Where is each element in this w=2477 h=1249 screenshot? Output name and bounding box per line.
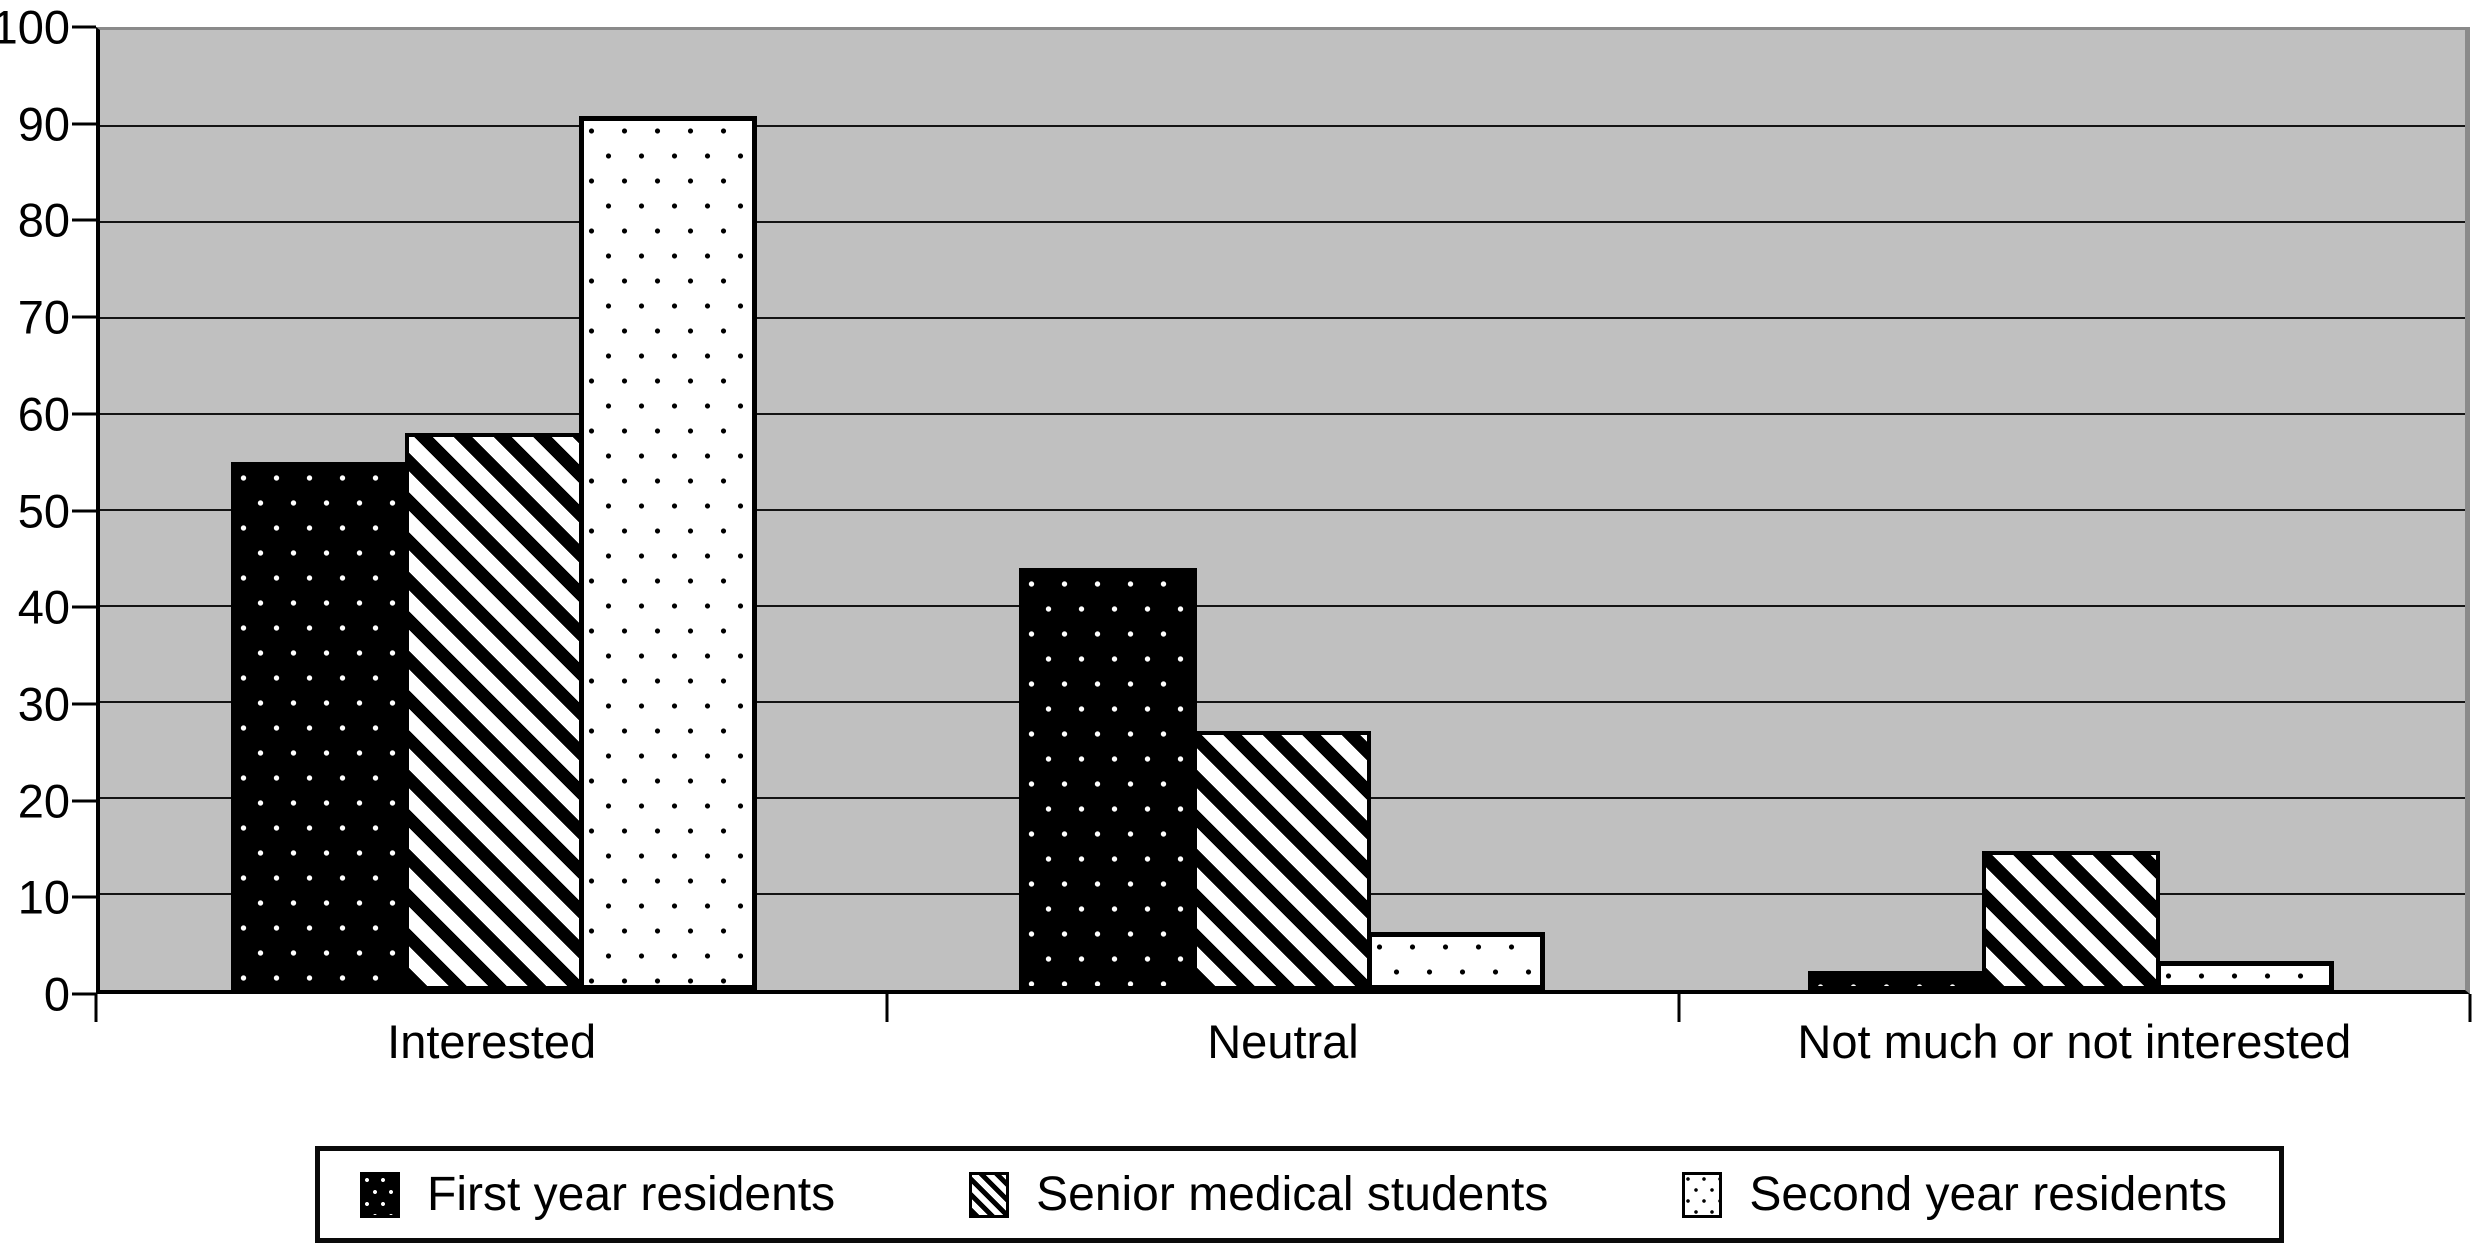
- gridline: [100, 413, 2465, 415]
- bar: [2155, 961, 2334, 990]
- bar-cluster: [1019, 30, 1546, 990]
- legend-swatch-black-with-white-dots: [360, 1171, 400, 1218]
- y-axis-tick-label: 20: [17, 774, 70, 828]
- bar: [1807, 970, 1986, 990]
- y-axis-tick-mark: [72, 25, 96, 29]
- y-axis-tick-mark: [72, 605, 96, 609]
- y-axis-tick-marks: [72, 25, 96, 996]
- y-axis-tick-label: 70: [17, 290, 70, 344]
- plot-area: [96, 27, 2470, 994]
- category-label: Interested: [387, 1015, 597, 1068]
- y-axis-tick-mark: [72, 315, 96, 319]
- bar-group: [888, 30, 1676, 990]
- legend-swatch-white-with-black-dots: [1682, 1171, 1723, 1218]
- gridline: [100, 125, 2465, 127]
- legend-item: Senior medical students: [969, 1167, 1549, 1221]
- y-axis-labels: 0 10 20 30 40 50 60 70 80 90 100: [0, 4, 70, 1018]
- legend-label: First year residents: [427, 1167, 836, 1221]
- y-axis-tick-label: 100: [0, 0, 70, 54]
- y-axis-tick-label: 40: [17, 580, 70, 634]
- y-axis-tick-label: 10: [17, 870, 70, 924]
- bar: [1019, 567, 1198, 990]
- x-axis-category-labels: Interested Neutral Not much or not interes…: [96, 1014, 2470, 1070]
- x-axis-tick-marks: [94, 994, 2472, 1024]
- legend-item: First year residents: [360, 1167, 836, 1221]
- y-axis-tick-mark: [72, 702, 96, 706]
- x-axis-tick-mark: [94, 994, 98, 1022]
- legend-swatch-black-diagonal-stripes-on-white: [969, 1171, 1010, 1218]
- gridline: [100, 509, 2465, 511]
- y-axis-tick-mark: [72, 799, 96, 803]
- y-axis-tick-mark: [72, 895, 96, 899]
- y-axis-tick-mark: [72, 992, 96, 996]
- y-axis-tick-mark: [72, 509, 96, 512]
- y-axis-tick-label: 50: [17, 484, 70, 537]
- y-axis-tick-label: 80: [17, 193, 70, 247]
- bar-cluster: [1807, 30, 2334, 990]
- legend-label: Second year residents: [1749, 1167, 2227, 1221]
- bar-groups: [100, 30, 2465, 990]
- y-axis-tick-mark: [72, 412, 96, 416]
- y-axis-tick-label: 90: [17, 97, 70, 151]
- y-axis-tick-label: 30: [17, 677, 70, 731]
- y-axis-tick-mark: [72, 122, 96, 126]
- gridline: [100, 221, 2465, 223]
- legend-label: Senior medical students: [1036, 1167, 1549, 1221]
- bar: [405, 433, 584, 990]
- bar: [1367, 932, 1546, 990]
- bar: [231, 462, 410, 990]
- x-axis-tick-mark: [1677, 994, 1681, 1022]
- bar-group: [100, 30, 888, 990]
- bar-cluster: [231, 30, 758, 990]
- category-label: Not much or not interested: [1797, 1015, 2352, 1068]
- bar: [1981, 850, 2160, 990]
- category-label: Neutral: [1207, 1015, 1359, 1068]
- gridline: [100, 605, 2465, 607]
- bar: [579, 116, 758, 990]
- y-axis-tick-label: 60: [17, 387, 70, 441]
- legend-item: Second year residents: [1682, 1167, 2227, 1221]
- bar-group: [1677, 30, 2465, 990]
- gridline: [100, 317, 2465, 319]
- bar: [1193, 730, 1372, 990]
- gridline: [100, 701, 2465, 703]
- y-axis-tick-label: 0: [43, 967, 70, 1021]
- x-axis-tick-mark: [885, 994, 889, 1022]
- x-axis-tick-mark: [2468, 994, 2472, 1022]
- legend: First year residents Senior medical stude…: [315, 1146, 2284, 1243]
- y-axis-tick-mark: [72, 218, 96, 222]
